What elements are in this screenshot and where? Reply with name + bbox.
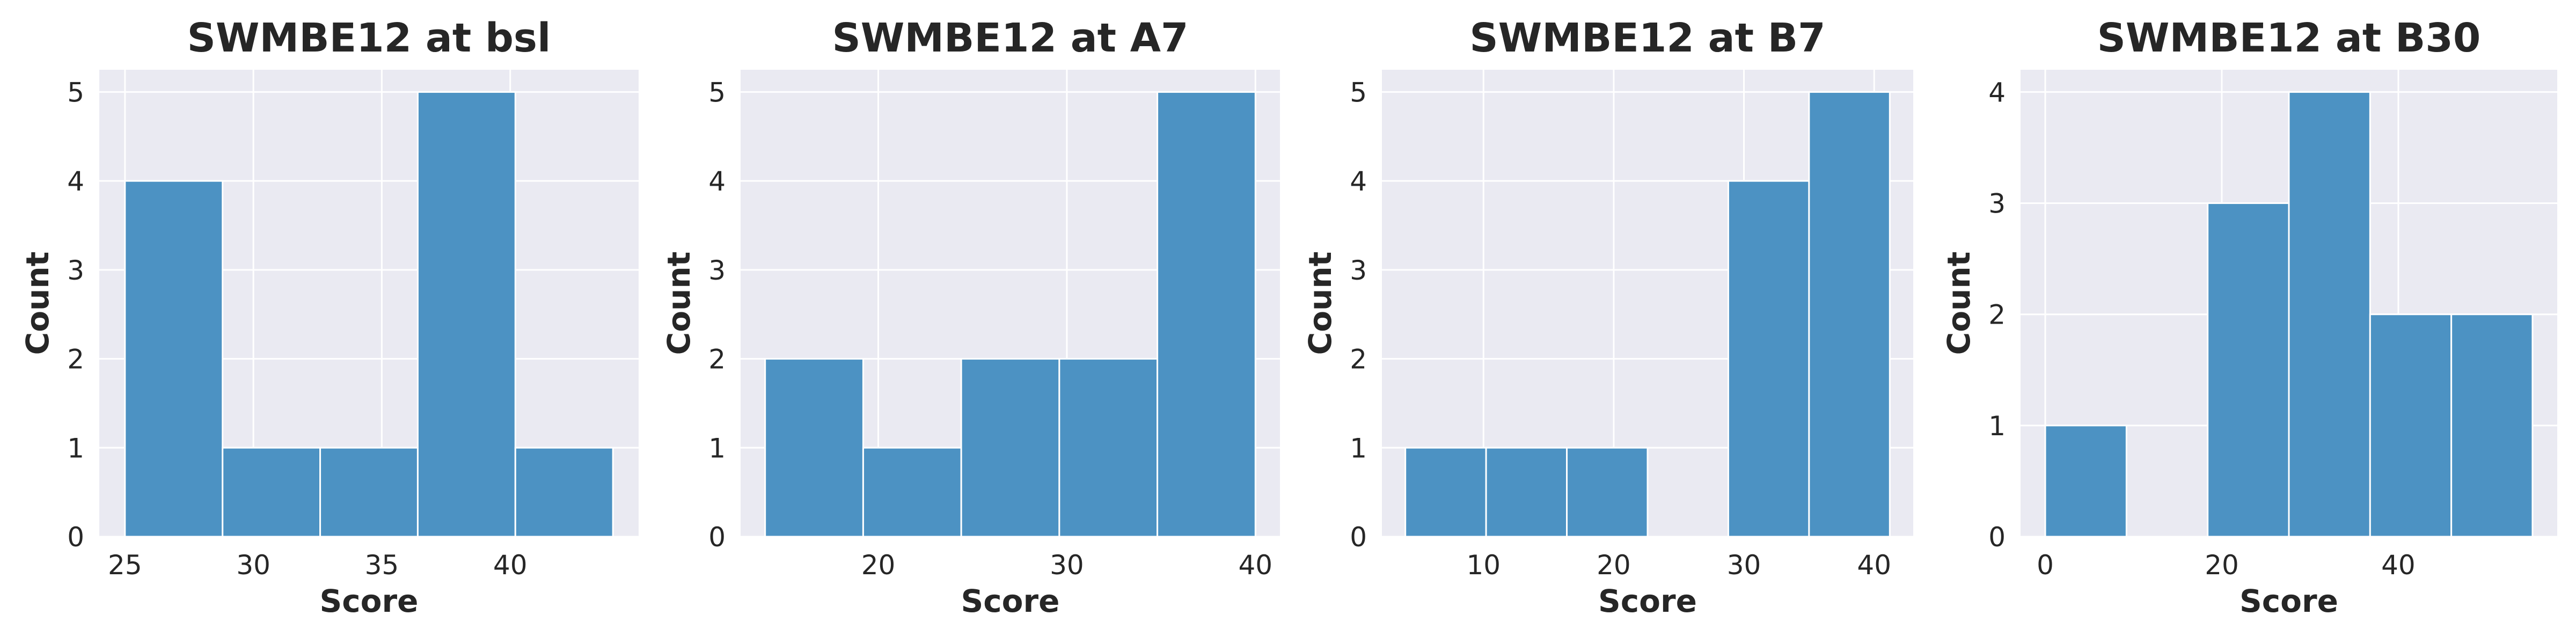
histogram-bar [1566,447,1649,538]
x-tick-label: 30 [1727,550,1761,581]
y-tick-label: 0 [1988,522,2006,553]
y-tick-label: 3 [708,255,726,286]
histogram-bar [1157,91,1256,538]
x-axis-label: Score [961,583,1060,619]
x-tick-label: 40 [493,550,528,581]
y-tick-label: 0 [1350,522,1367,553]
x-tick-label: 0 [2037,550,2054,581]
y-tick-label: 2 [708,344,726,375]
histogram-bar [1727,180,1810,538]
chart-title: SWMBE12 at B30 [2097,15,2481,61]
y-tick-label: 2 [67,344,84,375]
y-tick-label: 3 [67,255,84,286]
y-axis-label: Count [19,252,56,355]
histogram-bar [124,180,224,538]
x-axis-label: Score [2240,583,2338,619]
y-tick-label: 5 [1350,77,1367,108]
y-axis-label: Count [1941,252,1977,355]
chart-title: SWMBE12 at A7 [832,15,1188,61]
y-tick-label: 2 [1350,344,1367,375]
y-axis-label: Count [1302,252,1338,355]
y-tick-label: 0 [67,522,84,553]
chart-title: SWMBE12 at bsl [187,15,551,61]
histogram-bar [1808,91,1891,538]
histogram-bar [1058,358,1159,538]
x-tick-label: 10 [1466,550,1501,581]
x-axis-label: Score [1598,583,1697,619]
y-tick-label: 5 [708,77,726,108]
chart-panel-1: 0 1 2 3 4 5 25 30 35 40 SWMBE12 at bsl Score Count [19,15,639,619]
y-tick-label: 5 [67,77,84,108]
histogram-bar [862,447,962,538]
chart-panel-3: 0 1 2 3 4 5 10 20 30 40 SWMBE12 at B7 Score Count [1302,15,1913,619]
y-tick-label: 3 [1350,255,1367,286]
histogram-bar [1485,447,1568,538]
y-tick-label: 4 [67,166,84,197]
x-tick-label: 20 [1597,550,1631,581]
histogram-bar [1404,447,1487,538]
histogram-bar [2044,425,2127,538]
x-tick-label: 20 [861,550,896,581]
x-tick-label: 30 [236,550,270,581]
y-tick-label: 1 [708,433,726,464]
x-tick-label: 20 [2205,550,2239,581]
y-tick-label: 1 [1350,433,1367,464]
y-axis-label: Count [661,252,697,355]
histogram-bar [416,91,516,538]
y-tick-label: 1 [1988,411,2006,442]
histogram-bar [764,358,864,538]
histogram-bar [960,358,1060,538]
x-tick-label: 40 [2381,550,2416,581]
chart-panel-2: 0 1 2 3 4 5 20 30 40 SWMBE12 at A7 Score Count [661,15,1280,619]
histogram-bar [222,447,321,538]
histogram-bar [514,447,614,538]
chart-title: SWMBE12 at B7 [1469,15,1825,61]
x-tick-label: 40 [1857,550,1891,581]
histogram-bar [2369,313,2453,538]
y-tick-label: 4 [1350,166,1367,197]
y-tick-label: 4 [708,166,726,197]
x-tick-label: 25 [108,550,142,581]
y-tick-label: 1 [67,433,84,464]
x-tick-label: 35 [365,550,399,581]
y-tick-label: 3 [1988,188,2006,219]
histogram-bar [2288,91,2371,538]
y-tick-label: 2 [1988,299,2006,331]
x-tick-label: 40 [1239,550,1273,581]
x-axis-label: Score [320,583,419,619]
histogram-bar [2450,313,2534,538]
histogram-bar [2207,202,2290,538]
histogram-bar [319,447,419,538]
y-tick-label: 0 [708,522,726,553]
x-tick-label: 30 [1050,550,1084,581]
y-tick-label: 4 [1988,77,2006,108]
